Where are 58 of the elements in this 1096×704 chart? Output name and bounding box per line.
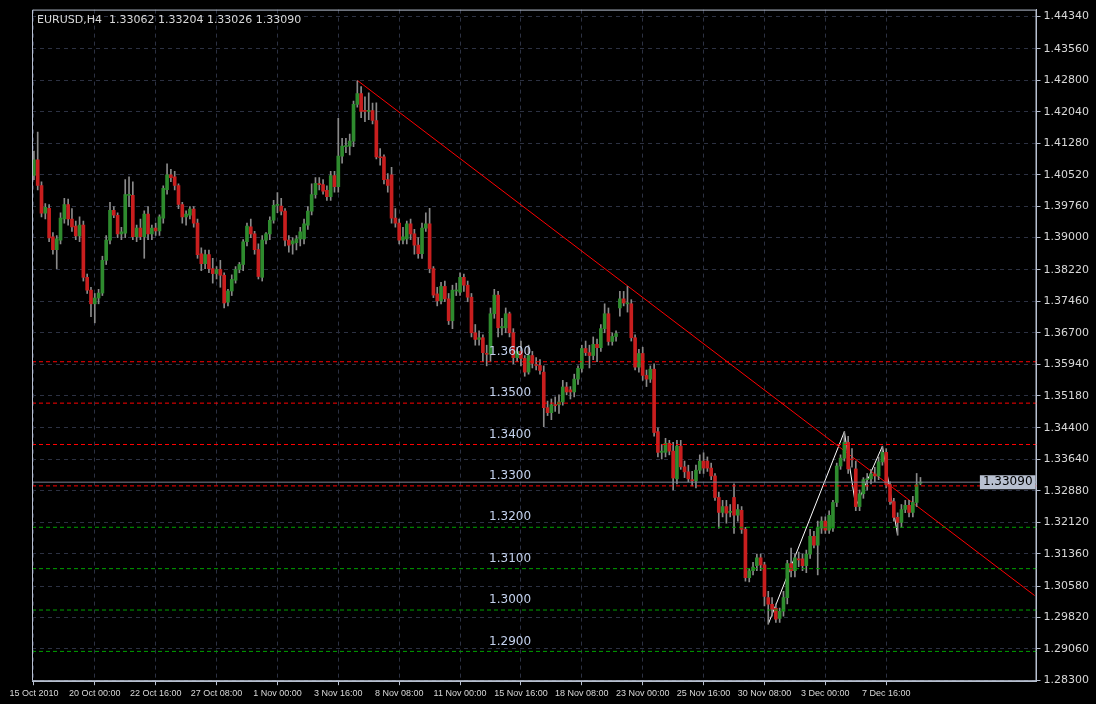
x-tick-label: 23 Nov 00:00 xyxy=(615,688,670,699)
x-tick-label: 18 Nov 08:00 xyxy=(555,688,609,699)
y-tick-label: 1.39000 xyxy=(1043,230,1090,244)
y-tick-label: 1.37460 xyxy=(1043,294,1090,308)
candlestick xyxy=(363,96,367,123)
y-tick-label: 1.32120 xyxy=(1043,515,1090,529)
y-tick-label: 1.28300 xyxy=(1043,673,1090,687)
candlestick xyxy=(728,504,733,518)
x-tick-label: 11 Nov 00:00 xyxy=(433,688,487,699)
ref-line-label: 1.33090 xyxy=(982,474,1033,489)
x-tick-label: 7 Dec 16:00 xyxy=(861,688,911,699)
y-tick-label: 1.35940 xyxy=(1043,357,1090,371)
y-tick-label: 1.31360 xyxy=(1043,546,1090,560)
y-tick-label: 1.29060 xyxy=(1043,641,1090,655)
y-tick-label: 1.32880 xyxy=(1043,483,1090,497)
y-tick-label: 1.34400 xyxy=(1043,420,1090,434)
y-tick-label: 1.29820 xyxy=(1043,610,1090,624)
ref-line-label: 1.3300 xyxy=(489,468,532,483)
chart-title: EURUSD,H4 1.33062 1.33204 1.33026 1.33090 xyxy=(37,12,302,26)
ref-line-label: 1.3000 xyxy=(489,592,532,607)
y-tick-label: 1.33640 xyxy=(1043,452,1090,466)
x-tick-label: 22 Oct 16:00 xyxy=(129,688,182,699)
candlestick xyxy=(659,444,664,460)
y-tick-label: 1.42800 xyxy=(1043,73,1090,87)
y-tick-label: 1.44340 xyxy=(1043,9,1090,23)
y-tick-label: 1.42040 xyxy=(1043,104,1090,118)
candlestick xyxy=(553,396,558,412)
y-tick-label: 1.35180 xyxy=(1043,388,1090,402)
candlestick xyxy=(184,210,188,226)
candlestick xyxy=(796,551,801,567)
y-tick-label: 1.43560 xyxy=(1043,41,1090,55)
x-tick-label: 30 Nov 08:00 xyxy=(737,688,792,699)
candlestick xyxy=(366,92,371,120)
ref-line-label: 1.3200 xyxy=(489,509,532,524)
ref-line-label: 1.3100 xyxy=(489,550,532,565)
candlestick xyxy=(477,330,481,346)
x-tick-label: 15 Oct 2010 xyxy=(9,688,59,699)
y-tick-label: 1.30580 xyxy=(1043,578,1090,592)
ref-line-label: 1.3500 xyxy=(489,385,532,400)
y-tick-label: 1.40520 xyxy=(1043,167,1090,181)
candlestick xyxy=(595,338,599,363)
y-tick-label: 1.38220 xyxy=(1043,262,1090,276)
x-tick-label: 3 Dec 00:00 xyxy=(801,688,850,699)
candlestick xyxy=(317,177,322,191)
x-tick-label: 20 Oct 00:00 xyxy=(69,688,121,699)
x-tick-label: 8 Nov 08:00 xyxy=(374,688,424,699)
x-tick-label: 25 Nov 16:00 xyxy=(676,688,731,699)
candlestick xyxy=(92,293,97,324)
x-tick-label: 15 Nov 16:00 xyxy=(494,688,548,699)
y-tick-label: 1.36700 xyxy=(1043,325,1090,339)
y-tick-label: 1.39760 xyxy=(1043,199,1090,213)
ref-line-label: 1.3400 xyxy=(489,426,532,441)
x-tick-label: 1 Nov 00:00 xyxy=(253,688,302,699)
y-tick-label: 1.41280 xyxy=(1043,136,1090,150)
candlestick xyxy=(500,317,504,336)
x-tick-label: 3 Nov 16:00 xyxy=(314,688,363,699)
ref-line-label: 1.2900 xyxy=(489,633,532,648)
x-tick-label: 27 Oct 08:00 xyxy=(190,688,243,699)
